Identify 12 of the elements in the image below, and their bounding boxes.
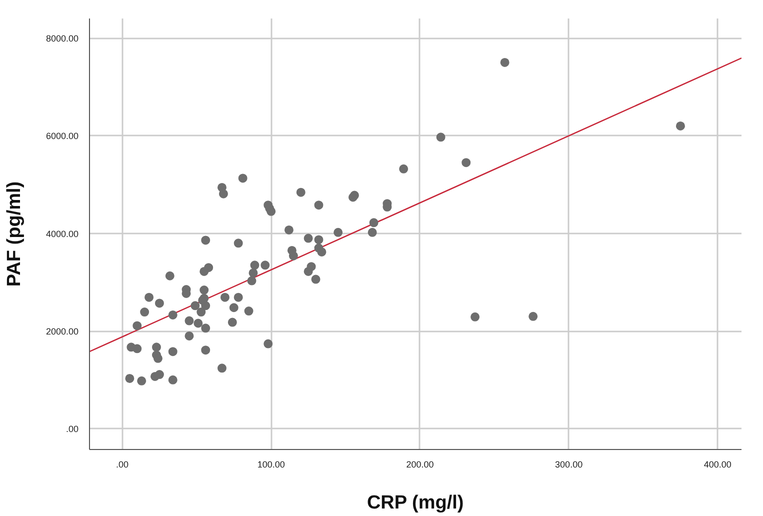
y-tick-label: 6000.00 bbox=[46, 131, 79, 142]
y-tick-label: 2000.00 bbox=[46, 326, 79, 337]
x-tick-label: 300.00 bbox=[555, 460, 583, 470]
y-axis-title: PAF (pg/ml) bbox=[4, 181, 25, 287]
x-tick-label: 100.00 bbox=[257, 460, 285, 470]
x-tick-label: 200.00 bbox=[406, 460, 434, 470]
y-tick-label: 4000.00 bbox=[46, 228, 79, 239]
x-tick-label: .00 bbox=[116, 460, 129, 470]
y-tick-label: .00 bbox=[66, 424, 79, 434]
x-tick-label: 400.00 bbox=[704, 460, 732, 470]
y-tick-label: 8000.00 bbox=[46, 34, 79, 44]
x-axis-title: CRP (mg/l) bbox=[366, 492, 464, 514]
